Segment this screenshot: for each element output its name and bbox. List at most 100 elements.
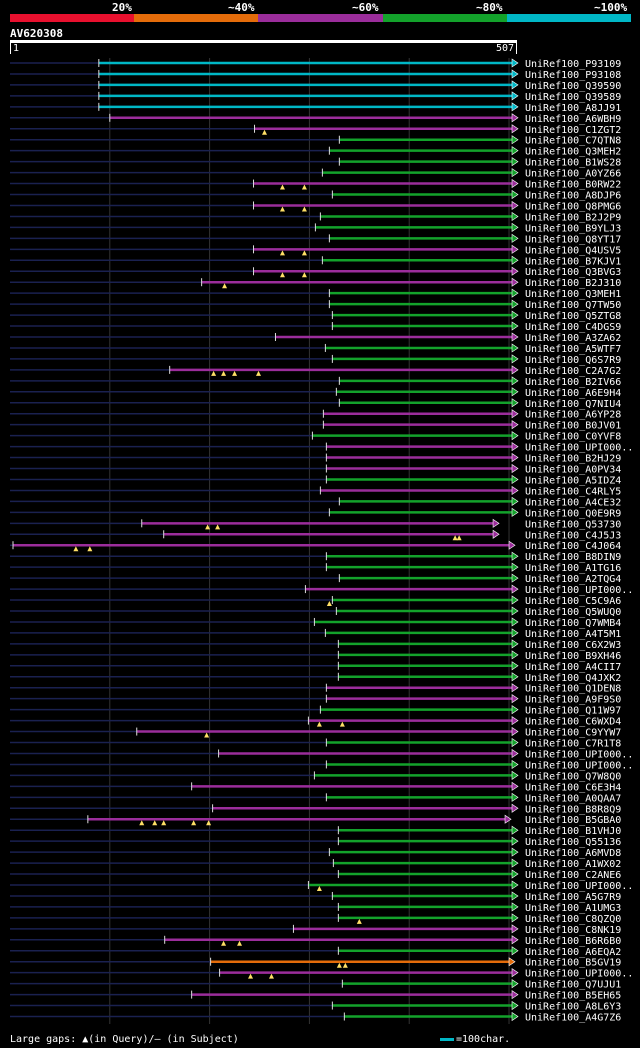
- gap-marker: [326, 601, 332, 607]
- hit-arrow: [511, 990, 519, 1000]
- hit-arrow: [511, 617, 519, 627]
- hit-arrow: [511, 113, 519, 123]
- hit-label: UniRef100_A4G7Z6: [525, 1013, 621, 1024]
- hit-label: UniRef100_C8QZQ0: [525, 914, 621, 925]
- hit-arrow: [511, 189, 519, 200]
- query-name: AV620308: [10, 27, 63, 40]
- hit-arrow: [511, 803, 519, 813]
- hit-arrow: [511, 726, 519, 737]
- gap-marker: [279, 206, 285, 212]
- hit-label: UniRef100_A2TQG4: [525, 574, 621, 585]
- hit-arrow: [508, 957, 516, 967]
- hit-arrow: [511, 80, 519, 90]
- hit-arrow: [511, 716, 519, 726]
- hit-arrow: [511, 474, 519, 485]
- hit-arrow: [511, 168, 519, 178]
- hit-label: UniRef100_P93108: [525, 70, 621, 81]
- hit-arrow: [511, 69, 519, 79]
- gap-marker: [301, 250, 307, 256]
- gaps-legend: Large gaps: ▲(in Query)/– (in Subject): [10, 1034, 239, 1045]
- hit-arrow: [511, 365, 519, 375]
- hit-arrow: [511, 102, 519, 112]
- hit-label: UniRef100_A8L6Y3: [525, 1002, 621, 1013]
- query-end-label: 507: [496, 43, 515, 54]
- hit-label: UniRef100_A5IDZ4: [525, 475, 621, 486]
- hit-arrow: [511, 595, 519, 605]
- hit-arrow: [511, 672, 519, 682]
- legend-label-100: ~100%: [594, 1, 628, 14]
- hit-label: UniRef100_Q3MEH1: [525, 289, 621, 300]
- hit-arrow: [511, 650, 519, 660]
- hit-arrow: [511, 233, 519, 243]
- hit-arrow: [511, 836, 519, 846]
- hit-label: UniRef100_P93109: [525, 59, 621, 70]
- gap-marker: [301, 184, 307, 190]
- hit-arrow: [511, 946, 519, 956]
- gap-marker: [279, 250, 285, 256]
- legend-label-40: ~40%: [228, 1, 255, 14]
- hit-label: UniRef100_A9F9S0: [525, 695, 621, 706]
- hit-label: UniRef100_Q39589: [525, 92, 621, 103]
- hit-arrow: [511, 496, 519, 506]
- query-start-label: 1: [13, 43, 20, 54]
- hit-arrow: [511, 442, 519, 452]
- hit-label: UniRef100_B0RW22: [525, 180, 621, 191]
- hit-arrow: [511, 748, 519, 759]
- hit-arrow: [511, 387, 519, 397]
- hit-label: UniRef100_C4DGS9: [525, 322, 621, 333]
- hit-label: UniRef100_C6X2W3: [525, 640, 621, 651]
- hit-label: UniRef100_Q7WMB4: [525, 618, 621, 629]
- hit-arrow: [511, 858, 519, 868]
- hit-arrow: [492, 529, 500, 539]
- gap-marker: [205, 524, 211, 530]
- hit-arrow: [511, 452, 519, 463]
- gap-marker: [87, 546, 93, 552]
- hit-label: UniRef100_B8DIN9: [525, 552, 621, 563]
- hit-label: UniRef100_B7KJV1: [525, 256, 621, 267]
- hit-label: UniRef100_A6YP28: [525, 410, 621, 421]
- hit-label: UniRef100_A0YZ66: [525, 169, 621, 180]
- hit-arrow: [511, 737, 519, 748]
- query-start-tick: [10, 43, 11, 54]
- gap-marker: [221, 940, 227, 946]
- gap-marker: [256, 370, 262, 376]
- hit-arrow: [511, 321, 519, 331]
- hit-label: UniRef100_C4J064: [525, 541, 621, 552]
- hit-arrow: [511, 135, 519, 145]
- hit-label: UniRef100_B2IV66: [525, 377, 621, 388]
- gap-marker: [222, 283, 228, 289]
- hit-arrow: [511, 255, 519, 265]
- legend-segment-1: [10, 14, 135, 22]
- hit-label: UniRef100_A0PV34: [525, 465, 621, 476]
- legend-label-20: 20%: [112, 1, 132, 14]
- hit-label: UniRef100_A1UMG3: [525, 903, 621, 914]
- query-sequence-bar: [10, 40, 517, 43]
- hit-arrow: [511, 124, 519, 134]
- hit-arrow: [511, 354, 519, 364]
- hit-label: UniRef100_Q1DEN8: [525, 684, 621, 695]
- hit-label: UniRef100_B5GBA0: [525, 815, 621, 826]
- hit-label: UniRef100_A4CII7: [525, 662, 621, 673]
- hit-label: UniRef100_C6WXD4: [525, 717, 621, 728]
- hit-label: UniRef100_Q53730: [525, 519, 621, 530]
- hit-label: UniRef100_C7R1T8: [525, 739, 621, 750]
- query-end-tick: [516, 43, 517, 54]
- hit-arrow: [511, 770, 519, 780]
- hit-label: UniRef100_A3ZA62: [525, 333, 621, 344]
- hit-arrow: [511, 628, 519, 638]
- gap-marker: [152, 820, 158, 826]
- legend-segment-5: [506, 14, 632, 22]
- hit-arrow: [511, 420, 519, 430]
- hit-label: UniRef100_Q7NIU4: [525, 399, 621, 410]
- scale-legend: =100char.: [440, 1034, 510, 1045]
- hit-label: UniRef100_B5EH65: [525, 991, 621, 1002]
- hit-arrow: [511, 880, 519, 890]
- hit-label: UniRef100_B2J2P9: [525, 212, 621, 223]
- gap-marker: [268, 973, 274, 979]
- hit-arrow: [511, 902, 519, 912]
- hit-label: UniRef100_C9YYW7: [525, 728, 621, 739]
- hit-label: UniRef100_C0YVF8: [525, 432, 621, 443]
- hit-arrow: [511, 924, 519, 934]
- legend-label-80: ~80%: [476, 1, 503, 14]
